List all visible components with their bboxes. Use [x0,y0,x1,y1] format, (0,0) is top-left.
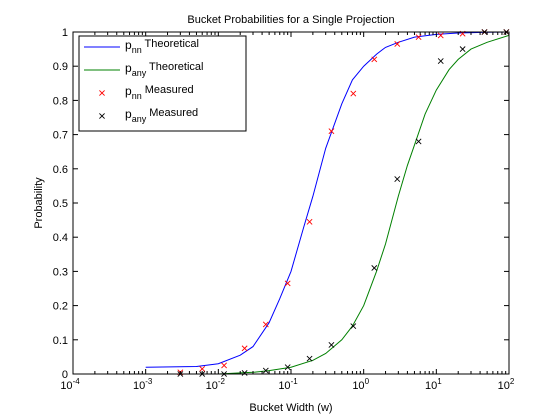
x-tick-label: 102 [498,377,515,392]
data-point [306,218,313,225]
data-point [415,34,422,41]
x-axis-label: Bucket Width (w) [249,402,332,414]
y-tick-label: 0.5 [53,198,68,210]
x-tick-label: 10-3 [133,377,153,392]
data-point [241,345,248,352]
data-point [350,323,357,330]
data-point [371,265,378,271]
data-point [328,128,335,135]
data-point [394,176,401,182]
y-tick-label: 0.3 [53,266,68,278]
x-tick-label: 101 [425,377,442,392]
data-point [284,280,291,287]
y-tick-label: 0 [62,369,68,381]
legend-swatch [99,113,105,119]
y-tick-label: 0.9 [53,61,68,73]
data-point [262,321,269,328]
data-point [437,32,444,39]
legend: pnn Theoretical pany Theoretical pnn Measu… [78,35,247,132]
x-tick-label: 100 [352,377,369,392]
data-point [262,367,269,374]
y-tick-label: 0.4 [53,232,68,244]
legend-entries: pnn Theoretical pany Theoretical pnn Measu… [84,38,203,124]
data-point [284,364,291,371]
data-point [394,41,401,47]
data-point [306,355,313,362]
data-point [199,365,206,372]
x-tick-label: 10-4 [60,377,80,392]
x-tick-label: 10-1 [278,377,298,392]
data-point [437,58,444,64]
legend-label: pany Theoretical [125,61,203,78]
y-tick-label: 0.8 [53,95,68,107]
data-point [221,362,228,369]
data-point [371,56,378,63]
legend-label: pnn Measured [125,84,194,101]
x-tick-label: 10-2 [206,377,226,392]
legend-swatch [99,90,105,96]
y-tick-label: 0.1 [53,335,68,347]
y-axis-label: Probability [33,177,45,229]
y-tick-label: 0.2 [53,301,68,313]
series-line-1 [218,34,510,375]
data-point [241,370,248,376]
data-point [415,138,422,145]
legend-label: pany Measured [125,107,198,124]
data-point [350,90,357,97]
legend-box [78,35,247,132]
data-point [328,342,335,348]
chart-title: Bucket Probabilities for a Single Projec… [187,14,394,26]
y-tick-label: 1 [62,27,68,39]
data-point [459,46,466,53]
legend-label: pnn Theoretical [125,38,199,55]
y-tick-label: 0.7 [53,130,68,142]
ticks-layer: 10-4 10-3 10-2 10-1 100 101 102 0 0.1 0.2 0.3 0.4 0.… [53,27,515,392]
y-tick-label: 0.6 [53,164,68,176]
series-layer [145,29,510,377]
series-points-3 [177,29,510,377]
